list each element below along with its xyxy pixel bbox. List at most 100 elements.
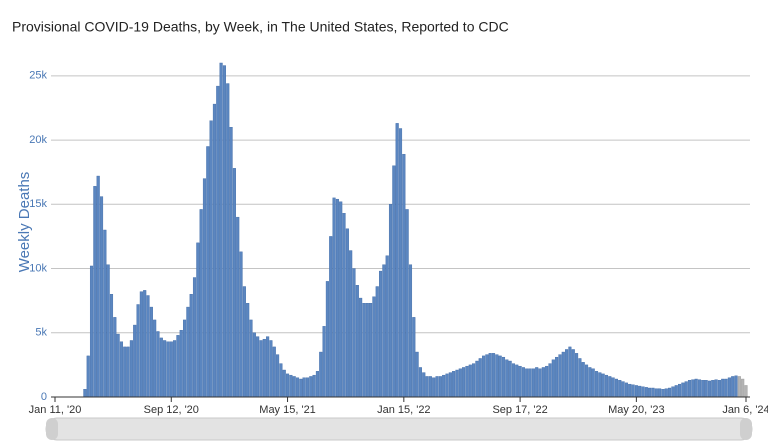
bar [594, 371, 599, 398]
bar [581, 362, 585, 398]
bar [422, 372, 426, 398]
bar [385, 255, 389, 398]
bar [521, 367, 525, 398]
bar [711, 380, 715, 398]
bar [624, 382, 628, 398]
bar [339, 201, 343, 398]
bar [741, 378, 745, 398]
bar [575, 353, 579, 398]
bar [226, 83, 230, 398]
bar [435, 376, 439, 398]
bar [485, 354, 489, 398]
bar [153, 319, 157, 398]
y-tick-label: 0 [41, 391, 47, 403]
bar [342, 213, 346, 398]
bar [415, 351, 419, 398]
bar [359, 297, 363, 398]
x-tick-label: Jan 11, '20 [29, 404, 82, 416]
bar [173, 340, 177, 398]
bar [266, 336, 270, 398]
bar [96, 175, 100, 398]
bar [588, 367, 592, 398]
bar [159, 337, 163, 398]
bar [392, 165, 396, 398]
bar [707, 380, 712, 398]
bar [382, 264, 386, 398]
slider-track[interactable] [45, 417, 753, 441]
slider-handle-right[interactable] [740, 418, 752, 440]
bar [139, 291, 143, 398]
bar [276, 354, 280, 398]
bar [731, 376, 735, 398]
bar [365, 303, 369, 398]
bar [202, 178, 207, 398]
bar [119, 341, 124, 398]
bar [611, 377, 615, 398]
bar [412, 317, 416, 398]
y-tick-label: 15k [29, 198, 47, 210]
bar [531, 368, 535, 398]
bar [136, 304, 140, 398]
bar [462, 367, 466, 398]
bar [468, 364, 472, 398]
bar [681, 382, 685, 398]
bar [149, 306, 153, 398]
bar [388, 204, 393, 398]
bar [571, 349, 575, 398]
bar [305, 377, 310, 398]
bar [189, 294, 193, 398]
bar [538, 368, 542, 398]
x-tick-label: Sep 17, '22 [492, 404, 547, 416]
bar [614, 378, 618, 398]
bar [691, 379, 695, 398]
bar [372, 296, 376, 398]
bar [93, 186, 97, 398]
bar [236, 216, 240, 398]
bar [717, 380, 721, 398]
bar [452, 371, 456, 398]
bar [256, 336, 260, 398]
bar [163, 340, 167, 398]
bar [408, 264, 413, 398]
bar [648, 387, 652, 398]
bar [734, 375, 738, 398]
bar [345, 228, 349, 398]
slider-handle-left[interactable] [46, 418, 58, 440]
bar [601, 373, 605, 398]
bar [229, 127, 233, 398]
bar [438, 376, 442, 398]
bar [578, 358, 582, 398]
bar [651, 387, 655, 398]
bar [425, 376, 429, 398]
bar [442, 374, 446, 398]
bar [608, 376, 612, 398]
bar [109, 294, 114, 398]
bar [352, 268, 356, 398]
bar [86, 355, 90, 398]
bar [727, 377, 731, 398]
bar [541, 367, 545, 398]
bar [618, 380, 622, 398]
bar [299, 378, 303, 398]
bar [206, 146, 210, 398]
bar [289, 374, 293, 398]
bar [402, 153, 406, 398]
bar [555, 356, 559, 398]
range-slider[interactable] [45, 417, 753, 441]
bar [674, 385, 678, 398]
bar [398, 128, 403, 398]
bar [684, 381, 688, 398]
bar [721, 378, 725, 398]
y-axis-label: Weekly Deaths [16, 172, 33, 273]
bar [455, 369, 459, 398]
bar [558, 354, 562, 398]
bar [744, 385, 748, 398]
bar [445, 373, 449, 398]
bar [654, 388, 658, 398]
bar [186, 306, 190, 398]
bar [465, 365, 469, 398]
x-tick-label: Jan 15, '22 [377, 404, 430, 416]
x-tick-label: May 20, '23 [608, 404, 665, 416]
bar [628, 383, 632, 398]
